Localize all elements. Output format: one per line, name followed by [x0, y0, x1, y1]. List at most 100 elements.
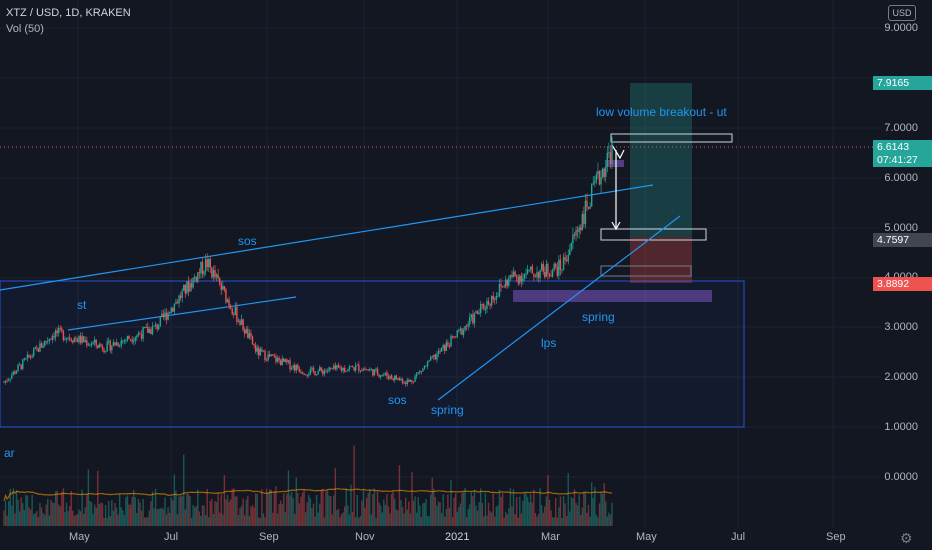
candle-body: [539, 269, 541, 278]
candle-body: [81, 336, 83, 343]
volume-bar: [512, 489, 515, 526]
candle-body: [409, 380, 412, 382]
volume-bar: [187, 493, 190, 526]
volume-bar: [467, 508, 469, 526]
candle-body: [286, 359, 288, 363]
candle-body: [300, 371, 302, 373]
candle-body: [515, 275, 518, 277]
volume-bar: [415, 512, 418, 526]
candle-body: [317, 371, 319, 375]
y-tick-6: 6.0000: [884, 172, 918, 184]
candle-body: [150, 329, 152, 335]
candle-body: [345, 371, 347, 372]
candle-body: [394, 375, 396, 381]
candle-body: [48, 339, 51, 341]
candle-body: [281, 358, 283, 366]
volume-bar: [261, 489, 263, 526]
candle-body: [339, 367, 341, 369]
volume-bar: [515, 496, 518, 526]
volume-bar: [540, 505, 543, 526]
volume-bar: [383, 499, 385, 526]
volume-bar: [433, 488, 435, 526]
candle-body: [517, 276, 519, 284]
volume-bar: [379, 505, 382, 526]
volume-bar: [226, 494, 229, 526]
volume-bar: [279, 500, 282, 526]
candle-body: [473, 313, 476, 324]
candle-body: [253, 344, 255, 346]
candle-body: [294, 365, 296, 371]
candle-body: [456, 330, 458, 338]
volume-bar: [586, 512, 588, 526]
trading-range-box: [0, 280, 745, 428]
volume-bar: [87, 469, 90, 526]
x-tick-jul-2021: Jul: [731, 531, 746, 543]
volume-bar: [295, 477, 297, 526]
candle-body: [72, 340, 74, 343]
volume-bar: [556, 517, 558, 526]
candle-body: [164, 312, 166, 318]
volume-bar: [397, 510, 399, 526]
volume-bar: [526, 496, 529, 526]
currency-button[interactable]: USD: [888, 5, 916, 21]
volume-bar: [506, 514, 508, 526]
settings-gear-icon[interactable]: ⚙: [900, 530, 913, 546]
volume-bar: [489, 511, 491, 526]
candle-body: [187, 281, 190, 292]
volume-bar: [269, 489, 271, 526]
volume-bar: [384, 504, 387, 526]
volume-bar: [530, 493, 532, 526]
volume-bar: [590, 482, 593, 526]
volume-bar: [212, 513, 215, 526]
volume-bar: [81, 489, 83, 526]
volume-bar: [444, 516, 446, 526]
volume-bar: [104, 505, 107, 526]
candle-body: [487, 301, 490, 304]
volume-bar: [183, 454, 185, 526]
volume-bar: [523, 493, 526, 526]
y-tick-9: 9.0000: [884, 22, 918, 34]
candle-body: [106, 341, 108, 352]
candle-body: [498, 284, 501, 296]
candle-body: [490, 295, 493, 306]
volume-bar: [142, 498, 144, 526]
candle-body: [129, 339, 132, 340]
candle-body: [211, 267, 213, 278]
candle-body: [580, 227, 582, 230]
candle-body: [306, 374, 308, 376]
candle-body: [220, 283, 222, 290]
volume-bar: [237, 514, 240, 526]
volume-bar: [51, 502, 54, 526]
candle-body: [419, 371, 421, 373]
candle-body: [528, 269, 530, 271]
volume-bar: [289, 495, 291, 526]
candle-body: [108, 340, 110, 342]
volume-bar: [125, 497, 127, 526]
volume-bar: [100, 502, 102, 526]
chart-canvas[interactable]: [0, 0, 881, 528]
volume-bar: [469, 504, 471, 526]
candle-body: [40, 343, 43, 348]
volume-bar: [103, 517, 105, 526]
volume-bar: [287, 470, 290, 526]
candle-body: [540, 263, 543, 270]
candle-body: [575, 230, 577, 236]
candle-body: [390, 375, 393, 379]
volume-bar: [362, 490, 365, 526]
chart-plot-area[interactable]: XTZ / USD, 1D, KRAKEN Vol (50) st sos so…: [0, 0, 881, 528]
candle-body: [90, 344, 93, 346]
volume-bar: [364, 507, 366, 526]
candle-body: [226, 299, 229, 303]
volume-indicator-label[interactable]: Vol (50): [6, 23, 44, 35]
candle-body: [426, 361, 429, 367]
candle-body: [222, 286, 224, 290]
candle-body: [354, 365, 357, 371]
candle-body: [245, 328, 247, 334]
candle-body: [465, 325, 468, 327]
volume-bar: [431, 477, 433, 526]
volume-bar: [484, 493, 487, 526]
volume-bar: [101, 503, 104, 526]
candle-body: [412, 381, 415, 383]
candle-body: [115, 342, 118, 346]
candle-body: [375, 368, 377, 370]
